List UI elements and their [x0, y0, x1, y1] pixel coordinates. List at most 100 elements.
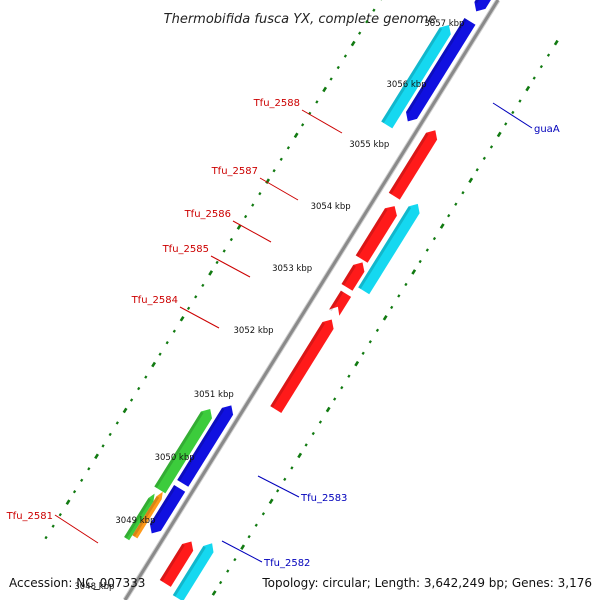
gene-label: Tfu_2588 [253, 98, 300, 109]
gene-guaA-blue-shade [405, 17, 468, 114]
track-dot [240, 544, 246, 550]
gene-leader-line [179, 306, 220, 329]
track-dot [58, 512, 62, 517]
scale-tick-label: 3054 kbp [311, 202, 351, 212]
scale-tick-label: 3048 kbp [74, 582, 114, 592]
gene-label: Tfu_2587 [211, 166, 258, 177]
track-dot [215, 260, 219, 265]
track-dot [236, 224, 242, 230]
gene-leader-line [492, 102, 533, 129]
track-dot [229, 237, 233, 242]
track-dot [108, 432, 112, 437]
track-dot [432, 236, 437, 241]
gene-labels: Tfu_2588 Tfu_2587 Tfu_2586 Tfu_2585 Tfu_2584… [6, 98, 560, 569]
track-dot [179, 315, 185, 322]
gene-label: guaA [534, 124, 560, 135]
track-dot [258, 191, 262, 196]
gene-leader-line [54, 514, 99, 544]
gene-tfu-2582-green [124, 493, 155, 541]
backbone-line [123, 0, 500, 600]
track-dot [461, 191, 465, 195]
track-dot [265, 178, 271, 184]
track-dot [358, 31, 362, 35]
track-dot [343, 54, 348, 58]
track-dot [525, 85, 531, 92]
gene-top-blue-shade [474, 0, 480, 4]
gene-tfu-2583-green-shade [154, 411, 204, 489]
gene-tfu-2588 [388, 130, 438, 200]
track-dot [129, 398, 134, 402]
gene-tfu-2581-red [159, 541, 194, 587]
track-dot [51, 524, 55, 528]
track-dot [365, 19, 369, 24]
scale-ticks: 3048 kbp 3049 kbp 3050 kbp 3051 kbp 3052 kbp… [74, 19, 464, 592]
gene-top-blue [474, 0, 491, 12]
scale-tick-label: 3050 kbp [155, 453, 195, 463]
track-dot [80, 478, 84, 482]
track-dot [496, 131, 502, 138]
track-dot [72, 490, 77, 494]
gene-label: Tfu_2582 [263, 558, 310, 569]
track-dot [553, 39, 559, 46]
genome-summary-text: Topology: circular; Length: 3,642,249 bp… [261, 576, 592, 590]
track-dot [144, 375, 148, 379]
track-dot [482, 156, 486, 161]
track-dot [272, 169, 276, 173]
gene-leader-line [210, 255, 251, 278]
track-dot [325, 406, 331, 413]
track-dot [546, 53, 551, 57]
track-dot [372, 8, 376, 12]
track-dot [211, 590, 217, 596]
track-dot [454, 202, 458, 206]
gene-tfu-2582-blue-shade [149, 484, 177, 526]
track-dot [219, 580, 223, 585]
track-dot [304, 443, 308, 447]
gene-label: Tfu_2586 [184, 209, 231, 220]
track-dot [243, 214, 248, 219]
track-dot [233, 557, 237, 562]
track-dot [368, 340, 372, 344]
track-dot [329, 77, 333, 81]
track-dot [354, 360, 360, 367]
gene-leader-line [257, 475, 300, 498]
track-dot [201, 283, 205, 288]
track-dot [361, 351, 365, 355]
track-dot [411, 269, 417, 275]
track-dot [172, 329, 176, 333]
track-dot [404, 282, 408, 287]
track-dot [425, 248, 429, 252]
gene-tfu-2588-shade [388, 132, 429, 195]
track-dot [489, 145, 494, 149]
gene-tfu-2582-orange [132, 491, 163, 539]
scale-tick-label: 3051 kbp [194, 390, 234, 400]
track-dot [318, 420, 323, 424]
backbone [122, 0, 501, 600]
track-dot [447, 213, 451, 218]
track-dot [333, 397, 337, 401]
track-dot [247, 535, 251, 539]
track-dot [518, 99, 522, 103]
scale-tick-label: 3055 kbp [349, 140, 389, 150]
gene-tfu-2583-blue [177, 405, 234, 487]
track-dot [94, 453, 99, 460]
track-dot [44, 535, 48, 540]
track-dot [511, 110, 515, 115]
track-dot [532, 76, 536, 80]
gene-label: Tfu_2584 [131, 295, 178, 306]
track-dot [226, 569, 230, 573]
track-dot [315, 100, 319, 104]
scale-tick-label: 3056 kbp [387, 80, 427, 90]
gene-tfu-2582-orange-shade [132, 496, 160, 537]
gene-leader-line [232, 220, 272, 243]
track-dot [87, 467, 91, 471]
gene-leader-line [221, 540, 263, 563]
track-dot [504, 122, 508, 126]
track-dot [301, 123, 305, 127]
track-dot [261, 512, 266, 516]
scale-tick-label: 3052 kbp [234, 326, 274, 336]
track-dot [65, 499, 71, 506]
track-dot [286, 146, 290, 150]
gene-tfu-2581-red-shade [159, 543, 185, 582]
gene-guaA-blue [406, 18, 476, 122]
gene-guaA-cyan-shade [381, 27, 443, 124]
